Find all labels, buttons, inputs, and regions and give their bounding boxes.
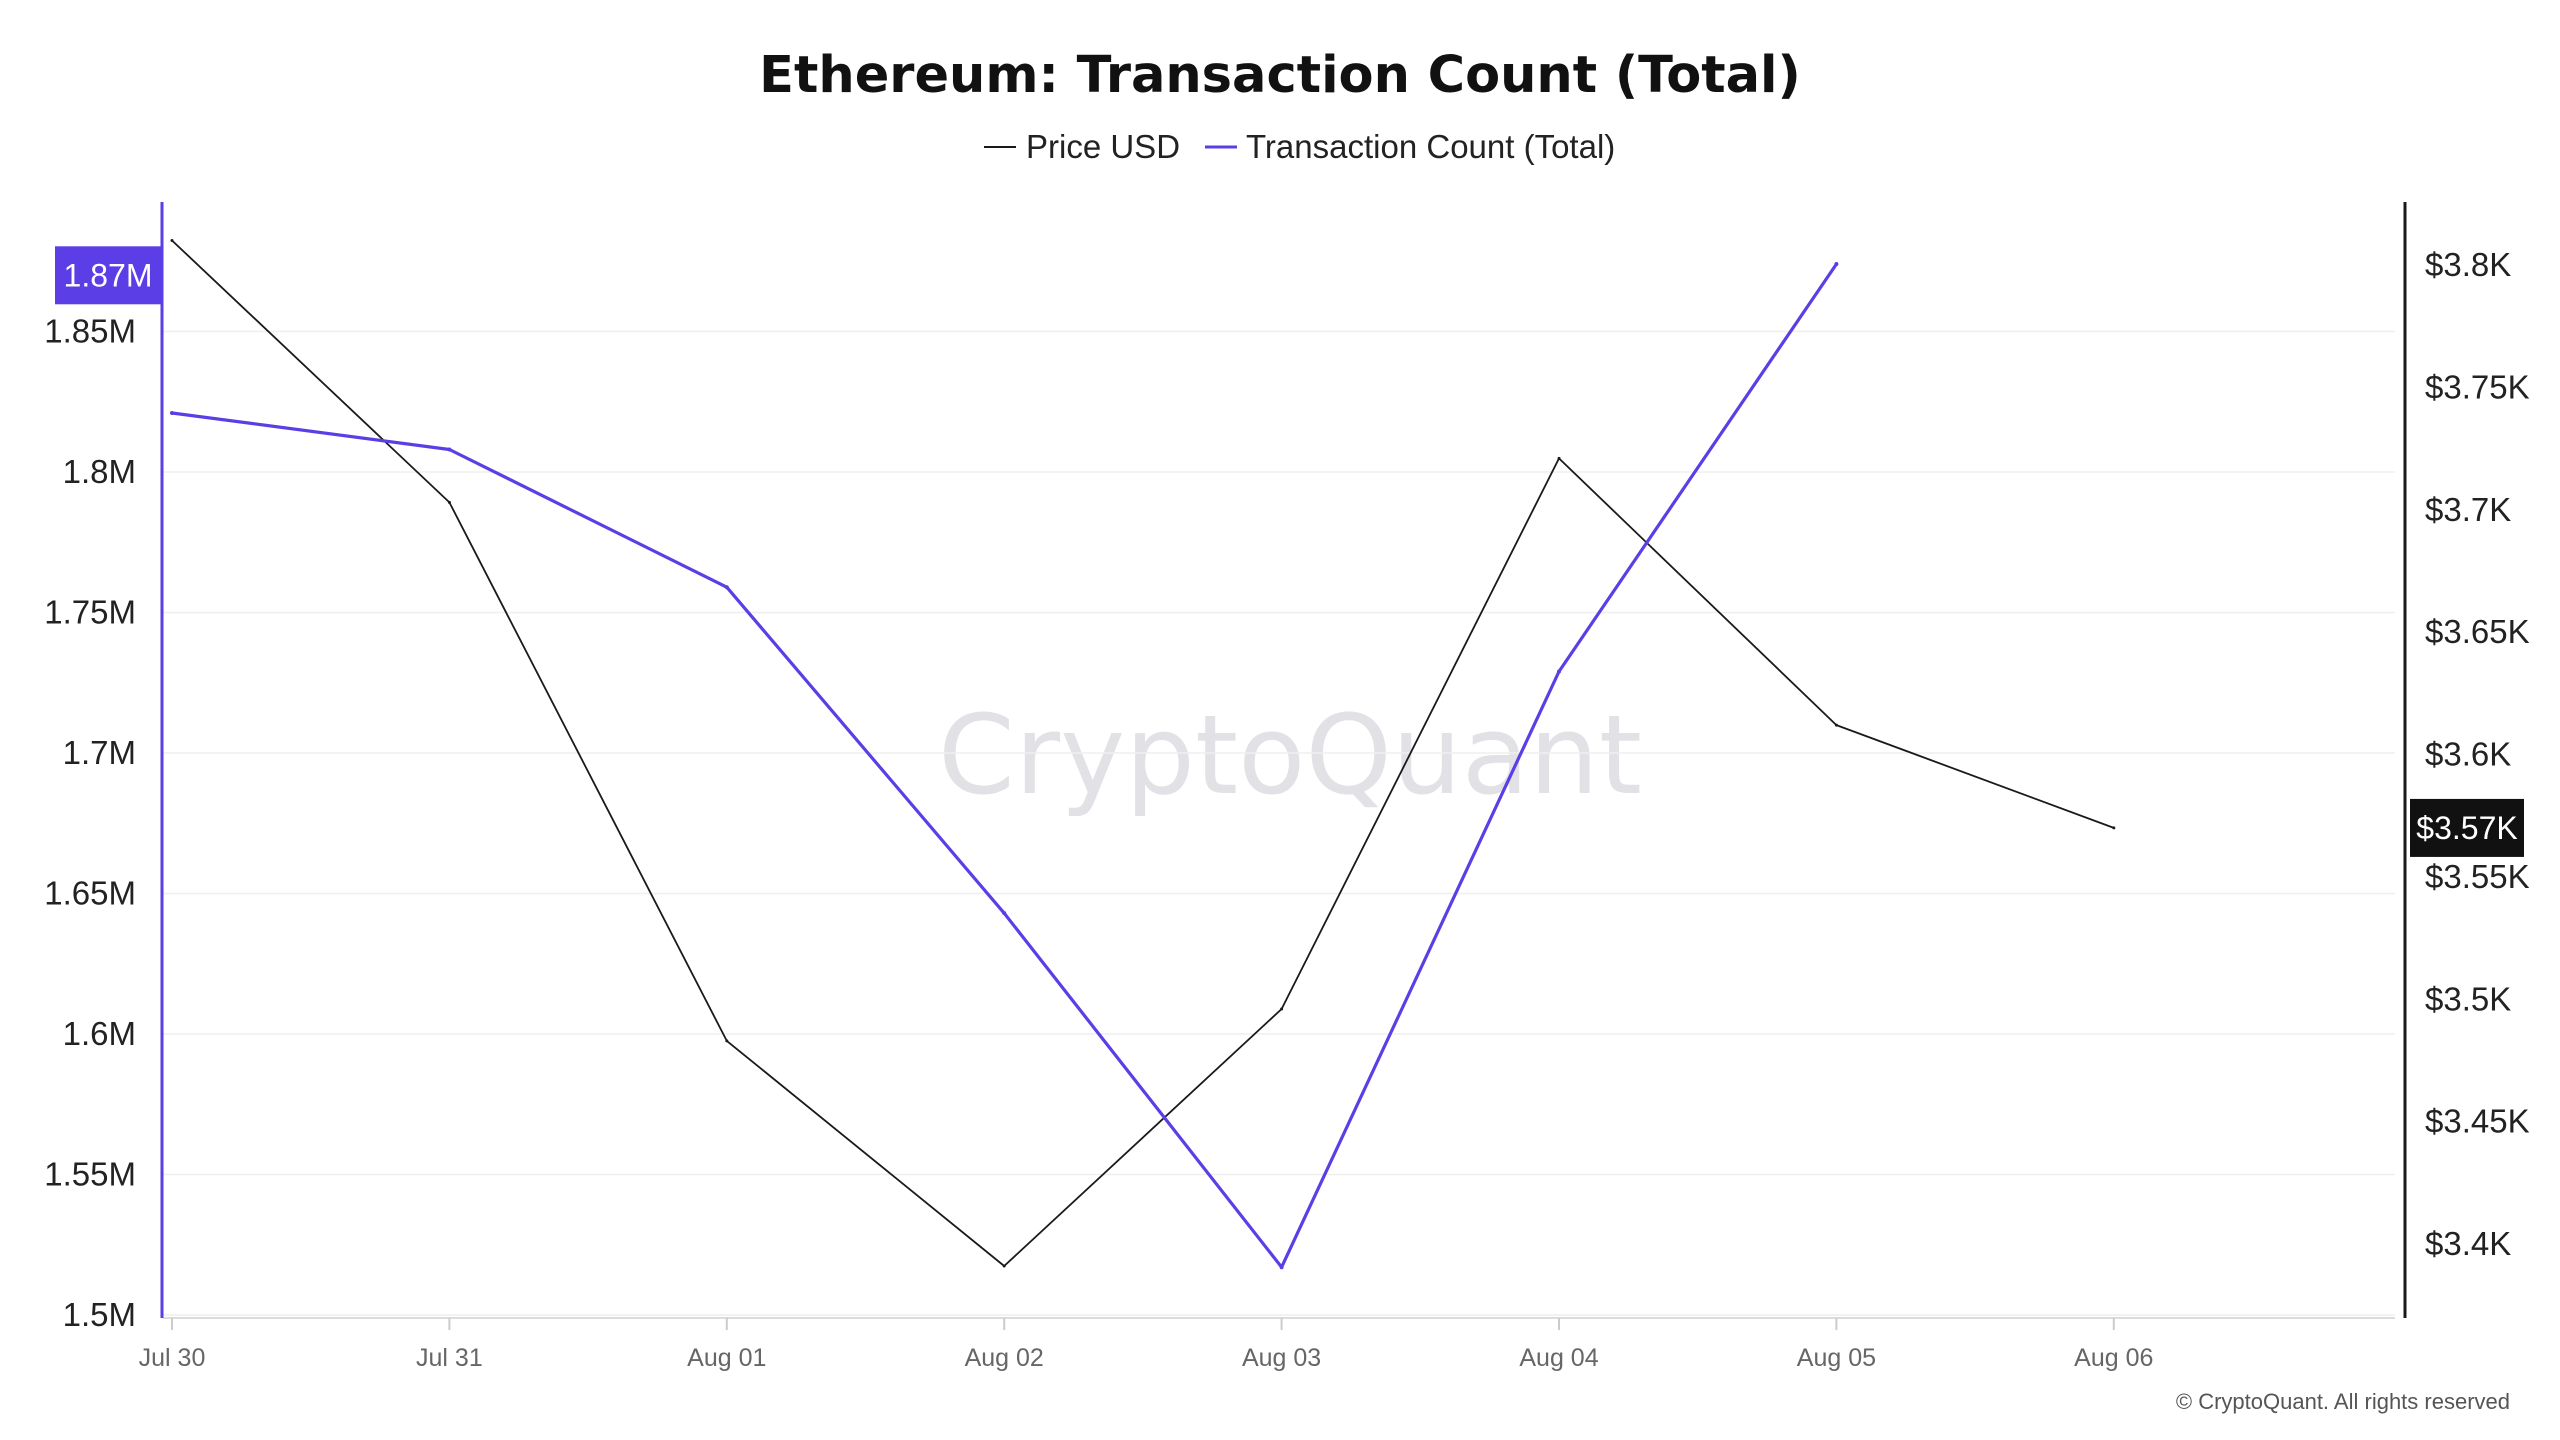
chart-title: Ethereum: Transaction Count (Total) xyxy=(759,46,1801,105)
axes xyxy=(160,202,2407,1330)
x-axis-tick-label: Jul 31 xyxy=(416,1344,483,1372)
transaction-count-point xyxy=(447,447,452,452)
x-axis-tick-label: Aug 04 xyxy=(1519,1344,1598,1372)
x-axis-tick-label: Aug 02 xyxy=(965,1344,1044,1372)
left-current-badge: 1.87M xyxy=(55,246,162,305)
price-usd-point xyxy=(1002,1264,1006,1268)
price-usd-point xyxy=(1280,1007,1284,1011)
price-usd-point xyxy=(725,1039,729,1043)
legend-label-price[interactable]: Price USD xyxy=(1026,128,1180,165)
right-current-badge-label: $3.57K xyxy=(2416,810,2517,846)
right-current-badge-bg xyxy=(2410,798,2524,857)
right-axis-tick-label: $3.45K xyxy=(2425,1103,2530,1140)
left-current-badge-label: 1.87M xyxy=(64,257,153,293)
transaction-count-point xyxy=(724,585,729,590)
transaction-count-point xyxy=(1279,1265,1284,1270)
copyright: © CryptoQuant. All rights reserved xyxy=(2176,1389,2510,1414)
left-axis-tick-label: 1.7M xyxy=(63,734,136,771)
right-axis-tick-label: $3.65K xyxy=(2425,613,2530,650)
price-usd-point xyxy=(170,239,174,243)
right-axis-tick-label: $3.55K xyxy=(2425,858,2530,895)
x-axis-tick-label: Aug 06 xyxy=(2074,1344,2153,1372)
price-usd-point xyxy=(447,500,451,504)
right-axis-tick-label: $3.5K xyxy=(2425,980,2511,1017)
legend: Price USD Transaction Count (Total) xyxy=(984,128,1615,165)
transaction-count-point xyxy=(170,410,174,415)
left-axis-tick-label: 1.85M xyxy=(44,313,136,350)
gridlines xyxy=(163,330,2395,1316)
left-axis-tick-label: 1.75M xyxy=(44,594,136,631)
watermark: CryptoQuant xyxy=(938,691,1642,819)
left-axis-tick-label: 1.55M xyxy=(44,1156,136,1193)
left-axis-tick-label: 1.5M xyxy=(63,1296,136,1333)
transaction-count-point xyxy=(1834,262,1839,267)
x-axis-tick-label: Aug 03 xyxy=(1242,1344,1321,1372)
transaction-count-point xyxy=(1557,669,1561,674)
tick-labels: 1.5M 1.55M 1.6M 1.65M 1.7M 1.75M 1.8M 1.85M $3.4… xyxy=(44,246,2529,1372)
left-current-badge-bg xyxy=(55,246,162,305)
price-usd-line xyxy=(171,239,2115,1267)
price-usd-point xyxy=(1834,723,1838,727)
x-axis-tick-label: Aug 05 xyxy=(1797,1344,1876,1372)
right-axis-tick-label: $3.6K xyxy=(2425,736,2511,773)
right-axis-tick-label: $3.8K xyxy=(2425,246,2511,283)
price-usd-point xyxy=(2112,826,2116,830)
right-axis-tick-label: $3.75K xyxy=(2425,368,2530,405)
x-axis-tick-label: Jul 30 xyxy=(139,1344,206,1372)
left-axis-tick-label: 1.8M xyxy=(63,453,136,490)
series xyxy=(170,239,2116,1270)
transaction-count-point xyxy=(1002,911,1007,916)
right-current-badge: $3.57K xyxy=(2410,798,2524,857)
price-usd-point xyxy=(1557,456,1561,460)
right-axis-tick-label: $3.7K xyxy=(2425,491,2511,528)
x-axis-tick-label: Aug 01 xyxy=(687,1344,766,1372)
left-axis-tick-label: 1.65M xyxy=(44,875,136,912)
legend-label-transaction-count[interactable]: Transaction Count (Total) xyxy=(1246,128,1615,165)
left-axis-tick-label: 1.6M xyxy=(63,1015,136,1052)
right-axis-tick-label: $3.4K xyxy=(2425,1225,2511,1262)
